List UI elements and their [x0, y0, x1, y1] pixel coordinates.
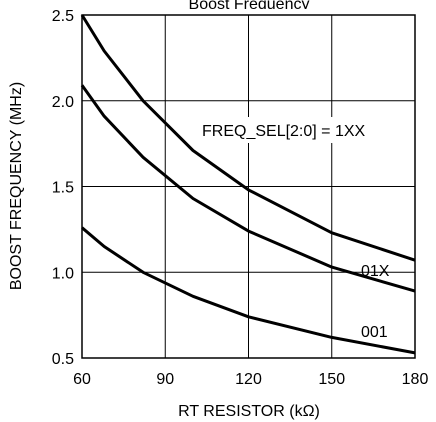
annotation-backdrop	[200, 117, 406, 143]
x-tick-label: 60	[73, 371, 91, 388]
series-line-1	[80, 84, 416, 293]
tick-labels: 60 90 120 150 180 0.5 1.0 1.5 2.0 2.5	[52, 8, 429, 388]
chart-title: Boost Frequency	[189, 0, 310, 13]
y-tick-label: 0.5	[52, 351, 74, 368]
grid-lines	[82, 15, 415, 358]
y-tick-label: 1.5	[52, 180, 74, 197]
x-tick-label: 150	[318, 371, 345, 388]
y-tick-label: 2.5	[52, 8, 74, 25]
annotation-1xx: FREQ_SEL[2:0] = 1XX	[202, 123, 366, 140]
y-tick-label: 1.0	[52, 265, 74, 282]
annotation-01x: 01X	[361, 263, 390, 280]
x-tick-label: 90	[156, 371, 174, 388]
y-tick-label: 2.0	[52, 94, 74, 111]
x-tick-label: 120	[235, 371, 262, 388]
y-axis-label: BOOST FREQUENCY (MHz)	[8, 82, 25, 290]
series-line-0	[80, 14, 416, 262]
x-axis-label: RT RESISTOR (kΩ)	[178, 403, 320, 420]
plot-frame	[81, 14, 416, 359]
x-tick-label: 180	[402, 371, 429, 388]
annotation-001: 001	[361, 324, 388, 341]
series-line-2	[81, 226, 416, 355]
series-group	[80, 14, 416, 355]
